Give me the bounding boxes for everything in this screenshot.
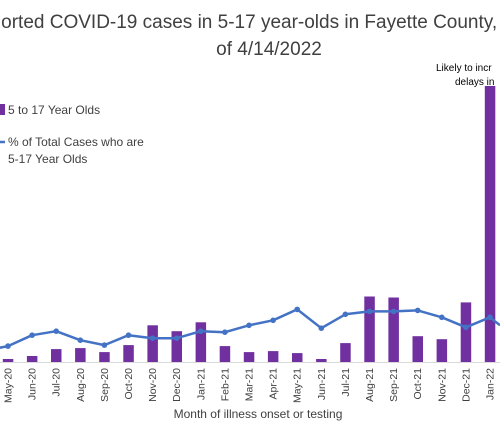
bar-Aug-20 (75, 348, 86, 362)
bar-Jul-20 (51, 349, 62, 362)
legend: 5 to 17 Year Olds % of Total Cases who a… (0, 103, 144, 166)
line-series (0, 306, 500, 349)
x-tick-Aug-21: Aug-21 (364, 368, 376, 402)
bar-Jul-21 (340, 343, 351, 362)
chart-title-line2: of 4/14/2022 (216, 39, 322, 60)
bar-Jan-22 (484, 86, 496, 362)
bar-Jan-21 (195, 322, 207, 362)
line-point-Aug-20 (77, 337, 84, 344)
x-tick-Dec-20: Dec-20 (171, 368, 183, 402)
x-tick-Jul-20: Jul-20 (51, 368, 63, 397)
x-tick-Jul-21: Jul-21 (340, 368, 352, 397)
x-tick-Feb-21: Feb-21 (219, 368, 231, 401)
x-tick-Jan-22: Jan-22 (485, 368, 497, 400)
x-tick-Sep-21: Sep-21 (388, 368, 400, 402)
bar-May-20 (2, 359, 14, 362)
line-point-Dec-20 (173, 335, 180, 342)
x-tick-Oct-21: Oct-21 (412, 368, 424, 400)
x-axis-label: Month of illness onset or testing (174, 407, 343, 421)
bar-Oct-20 (123, 345, 134, 362)
line-point-Nov-20 (149, 335, 156, 342)
x-tick-Sep-20: Sep-20 (99, 368, 111, 402)
line-point-Jan-21 (198, 328, 204, 335)
bar-series (2, 86, 496, 362)
x-tick-Mar-21: Mar-21 (244, 368, 256, 401)
x-tick-Jun-21: Jun-21 (316, 368, 328, 400)
bar-Jun-21 (316, 359, 327, 362)
line-point-Aug-21 (366, 308, 373, 315)
line-point-Jun-20 (29, 332, 35, 339)
line-point-Oct-20 (125, 332, 132, 339)
bar-Dec-21 (460, 302, 472, 362)
line-point-Sep-21 (390, 308, 397, 315)
line-point-May-20 (5, 343, 11, 349)
bar-Oct-21 (412, 336, 423, 362)
bar-Nov-21 (436, 339, 448, 362)
chart-title-line1: orted COVID-19 cases in 5-17 year-olds i… (1, 12, 500, 33)
x-tick-Oct-20: Oct-20 (123, 368, 135, 400)
bar-Feb-21 (219, 346, 231, 362)
bar-Mar-21 (243, 352, 255, 362)
line-point-Feb-21 (222, 329, 228, 336)
legend-label-line-1: % of Total Cases who are (8, 135, 144, 149)
line-point-Dec-21 (463, 324, 469, 331)
line-point-Sep-20 (101, 342, 108, 348)
annotation-line2: delays in (455, 77, 494, 88)
bar-Sep-21 (388, 297, 399, 362)
bar-Sep-20 (99, 352, 110, 362)
line-point-Jun-21 (318, 325, 325, 332)
bar-May-21 (292, 353, 303, 362)
x-tick-Nov-20: Nov-20 (147, 368, 159, 402)
bar-Nov-20 (147, 325, 158, 362)
legend-label-line-2: 5-17 Year Olds (8, 152, 87, 166)
line-point-Jan-22 (487, 314, 493, 321)
bar-Aug-21 (364, 296, 375, 362)
legend-swatch-bar (0, 104, 5, 115)
bar-Jun-20 (26, 356, 38, 362)
x-tick-Apr-21: Apr-21 (268, 368, 280, 400)
line-point-Nov-21 (439, 314, 445, 321)
x-tick-Nov-21: Nov-21 (436, 368, 448, 402)
line-point-Jul-21 (342, 311, 349, 318)
line-point-Jul-20 (53, 328, 59, 335)
x-tick-May-20: May-20 (3, 368, 15, 403)
x-tick-Jan-21: Jan-21 (195, 368, 207, 400)
line-point-Oct-21 (414, 307, 421, 314)
bar-Apr-21 (267, 351, 279, 362)
bar-Dec-20 (171, 331, 182, 362)
percent-line (0, 308, 500, 349)
x-tick-Jun-20: Jun-20 (27, 368, 39, 400)
annotation-line1: Likely to incr (436, 63, 492, 74)
x-tick-labels: May-20 Jun-20 Jul-20 Aug-20 Sep-20 Oct-20 Nov-… (3, 368, 497, 403)
line-point-Mar-21 (246, 322, 252, 329)
line-point-May-21 (294, 306, 301, 313)
x-tick-May-21: May-21 (292, 368, 304, 403)
legend-label-bar: 5 to 17 Year Olds (8, 103, 100, 117)
x-tick-Aug-20: Aug-20 (75, 368, 87, 402)
line-point-Apr-21 (270, 317, 276, 324)
x-tick-Dec-21: Dec-21 (460, 368, 472, 402)
